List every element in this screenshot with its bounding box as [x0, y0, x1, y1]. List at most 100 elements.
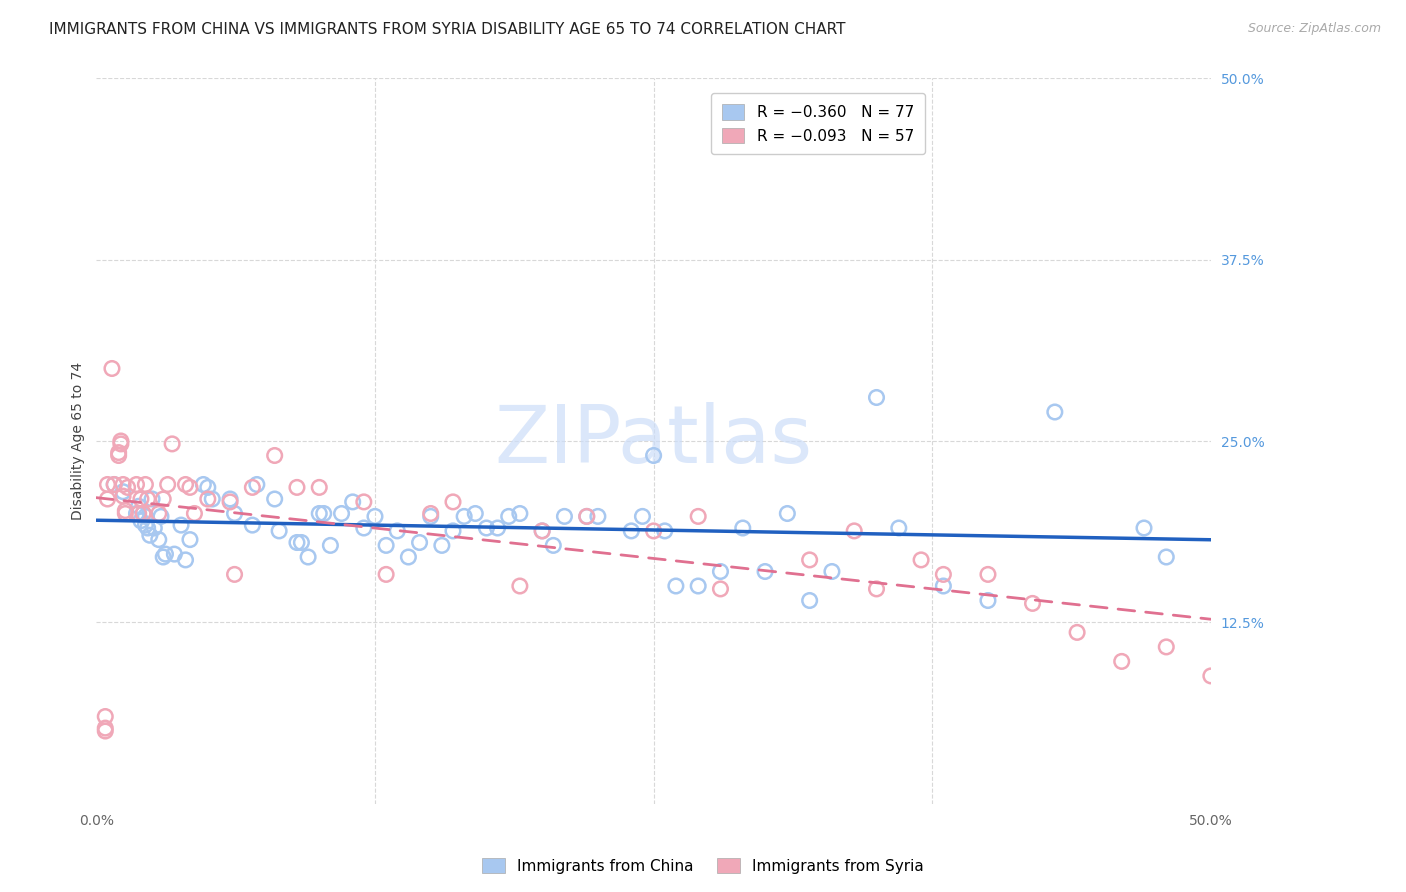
Point — [575, 509, 598, 524]
Point — [531, 524, 554, 538]
Point — [308, 507, 330, 521]
Point — [160, 437, 183, 451]
Point — [665, 579, 688, 593]
Point — [224, 507, 246, 521]
Point — [396, 549, 419, 564]
Text: Source: ZipAtlas.com: Source: ZipAtlas.com — [1247, 22, 1381, 36]
Point — [148, 507, 170, 521]
Point — [148, 533, 170, 547]
Point — [387, 524, 409, 538]
Point — [776, 507, 799, 521]
Point — [844, 524, 866, 538]
Point — [224, 567, 246, 582]
Point — [197, 480, 219, 494]
Point — [219, 491, 242, 506]
Point — [475, 521, 498, 535]
Point — [114, 507, 136, 521]
Point — [132, 507, 155, 521]
Point — [174, 477, 197, 491]
Point — [163, 547, 186, 561]
Point — [114, 503, 136, 517]
Point — [297, 549, 319, 564]
Point — [94, 721, 117, 735]
Point — [441, 495, 464, 509]
Point — [94, 724, 117, 739]
Point — [688, 509, 710, 524]
Point — [101, 361, 124, 376]
Point — [155, 547, 177, 561]
Point — [643, 524, 665, 538]
Point — [129, 491, 152, 506]
Point — [290, 535, 312, 549]
Point — [96, 491, 118, 506]
Point — [219, 495, 242, 509]
Point — [531, 524, 554, 538]
Point — [441, 524, 464, 538]
Point — [688, 579, 710, 593]
Point — [134, 509, 156, 524]
Legend: Immigrants from China, Immigrants from Syria: Immigrants from China, Immigrants from S… — [477, 852, 929, 880]
Point — [170, 518, 193, 533]
Point — [150, 509, 173, 524]
Point — [430, 538, 453, 552]
Point — [932, 567, 955, 582]
Point — [731, 521, 754, 535]
Point — [125, 507, 148, 521]
Point — [107, 445, 129, 459]
Point — [285, 535, 308, 549]
Point — [342, 495, 364, 509]
Point — [183, 507, 205, 521]
Point — [631, 509, 654, 524]
Point — [1133, 521, 1156, 535]
Point — [125, 477, 148, 491]
Point — [498, 509, 520, 524]
Point — [134, 518, 156, 533]
Point — [129, 514, 152, 528]
Point — [620, 524, 643, 538]
Point — [1199, 669, 1222, 683]
Point — [103, 477, 125, 491]
Point — [242, 480, 264, 494]
Point — [654, 524, 676, 538]
Point — [1021, 596, 1043, 610]
Point — [887, 521, 910, 535]
Point — [1156, 549, 1178, 564]
Point — [193, 477, 215, 491]
Point — [156, 477, 179, 491]
Point — [174, 553, 197, 567]
Point — [197, 491, 219, 506]
Point — [910, 553, 932, 567]
Point — [312, 507, 335, 521]
Point — [246, 477, 269, 491]
Point — [152, 491, 174, 506]
Point — [486, 521, 509, 535]
Point — [308, 480, 330, 494]
Point — [201, 491, 224, 506]
Point — [152, 549, 174, 564]
Point — [419, 507, 441, 521]
Point — [865, 391, 887, 405]
Point — [112, 477, 135, 491]
Point — [128, 500, 150, 514]
Point — [1043, 405, 1066, 419]
Point — [865, 582, 887, 596]
Point — [709, 565, 731, 579]
Point — [1066, 625, 1088, 640]
Point — [128, 507, 150, 521]
Point — [319, 538, 342, 552]
Y-axis label: Disability Age 65 to 74: Disability Age 65 to 74 — [72, 362, 86, 520]
Point — [263, 491, 285, 506]
Point — [242, 518, 264, 533]
Point — [1111, 654, 1133, 668]
Point — [509, 579, 531, 593]
Point — [110, 437, 132, 451]
Point — [586, 509, 609, 524]
Point — [353, 521, 375, 535]
Point — [932, 579, 955, 593]
Point — [419, 509, 441, 524]
Point — [821, 565, 844, 579]
Point — [799, 553, 821, 567]
Point — [107, 449, 129, 463]
Point — [977, 593, 1000, 607]
Point — [375, 567, 398, 582]
